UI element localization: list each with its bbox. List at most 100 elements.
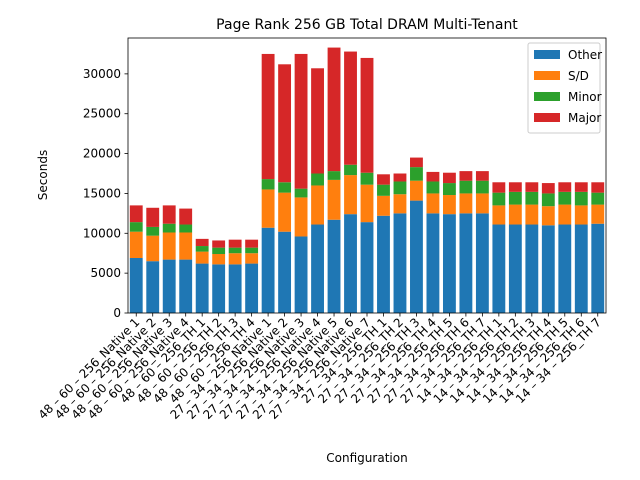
bar-major-5	[195, 238, 209, 247]
bar-minor-19	[426, 181, 440, 194]
bar-other-18	[410, 200, 423, 313]
bar-minor-21	[459, 180, 473, 194]
bar-minor-3	[162, 223, 176, 233]
legend-label: S/D	[568, 69, 589, 83]
legend-swatch-s-d	[534, 71, 560, 80]
bar-s-d-19	[426, 193, 440, 214]
bar-s-d-25	[525, 204, 539, 225]
chart-title: Page Rank 256 GB Total DRAM Multi-Tenant	[216, 17, 518, 33]
bar-minor-25	[525, 191, 539, 205]
bar-s-d-22	[475, 193, 489, 214]
legend-swatch-other	[534, 50, 560, 59]
legend-label: Minor	[568, 90, 602, 104]
bar-minor-9	[261, 179, 275, 190]
bar-other-25	[525, 224, 539, 313]
bar-major-23	[492, 182, 506, 193]
bar-s-d-27	[558, 204, 572, 225]
bar-other-20	[442, 214, 456, 313]
bar-major-15	[360, 57, 374, 173]
bar-other-29	[591, 223, 605, 313]
bar-s-d-4	[179, 232, 193, 260]
y-tick-label: 15000	[83, 186, 121, 200]
bar-major-28	[574, 182, 588, 192]
legend: Other S/D Minor Major	[527, 42, 602, 134]
bar-other-14	[344, 214, 357, 313]
bar-other-22	[475, 213, 489, 313]
bar-s-d-16	[377, 195, 390, 216]
bar-major-20	[442, 172, 456, 184]
bar-s-d-1	[129, 231, 143, 258]
bar-minor-2	[146, 226, 160, 236]
bar-minor-10	[278, 182, 292, 193]
y-tick-label: 30000	[83, 67, 121, 81]
bar-other-13	[327, 219, 341, 313]
bar-major-8	[245, 239, 259, 248]
bar-s-d-9	[261, 189, 275, 228]
bar-other-16	[377, 215, 390, 313]
bar-other-28	[574, 224, 588, 313]
bar-other-24	[508, 224, 522, 313]
y-tick-label: 20000	[83, 147, 121, 161]
x-axis-label: Configuration	[326, 451, 407, 465]
bar-other-19	[426, 213, 440, 313]
bar-major-14	[344, 51, 357, 165]
bar-s-d-13	[327, 179, 341, 220]
y-tick-label: 10000	[83, 226, 121, 240]
bar-s-d-28	[574, 205, 588, 225]
bar-s-d-15	[360, 184, 374, 223]
bar-major-18	[410, 157, 423, 168]
bars-group	[129, 47, 605, 313]
bar-other-27	[558, 224, 572, 313]
bar-s-d-3	[162, 232, 176, 260]
bar-other-12	[311, 224, 324, 313]
bar-minor-18	[410, 167, 423, 181]
bar-s-d-2	[146, 235, 160, 262]
bar-major-9	[261, 53, 275, 180]
bar-s-d-26	[541, 206, 555, 226]
bar-minor-17	[393, 181, 407, 195]
bar-other-9	[261, 227, 275, 313]
bar-s-d-18	[410, 180, 423, 201]
bar-major-29	[591, 182, 605, 193]
bar-minor-22	[475, 180, 489, 194]
bar-major-27	[558, 182, 572, 192]
bar-other-10	[278, 231, 292, 313]
bar-minor-24	[508, 191, 522, 205]
bar-major-22	[475, 171, 489, 181]
bar-s-d-17	[393, 194, 407, 214]
bar-minor-15	[360, 172, 374, 185]
bar-major-13	[327, 47, 341, 172]
bar-major-21	[459, 171, 473, 181]
bar-major-12	[311, 68, 324, 174]
bar-minor-8	[245, 247, 259, 254]
bar-other-2	[146, 261, 160, 313]
bar-other-6	[212, 264, 226, 313]
bar-s-d-11	[294, 197, 308, 237]
bar-s-d-8	[245, 253, 259, 264]
bar-minor-1	[129, 222, 143, 232]
bar-major-25	[525, 182, 539, 192]
bar-s-d-10	[278, 192, 292, 232]
y-tick-label: 5000	[90, 266, 121, 280]
bar-other-4	[179, 259, 193, 313]
bar-minor-28	[574, 191, 588, 206]
bar-major-26	[541, 183, 555, 194]
y-tick-label: 25000	[83, 107, 121, 121]
bar-other-5	[195, 263, 209, 313]
bar-other-26	[541, 225, 555, 313]
bar-major-24	[508, 182, 522, 192]
bar-minor-11	[294, 188, 308, 198]
bar-s-d-12	[311, 185, 324, 225]
bar-s-d-21	[459, 193, 473, 214]
bar-s-d-14	[344, 175, 357, 215]
legend-label: Other	[568, 48, 602, 62]
bar-other-3	[162, 259, 176, 313]
bar-other-23	[492, 224, 506, 313]
bar-minor-26	[541, 193, 555, 207]
bar-major-3	[162, 205, 176, 224]
bar-s-d-29	[591, 204, 605, 224]
bar-minor-12	[311, 173, 324, 186]
bar-major-10	[278, 64, 292, 183]
bar-minor-13	[327, 171, 341, 180]
